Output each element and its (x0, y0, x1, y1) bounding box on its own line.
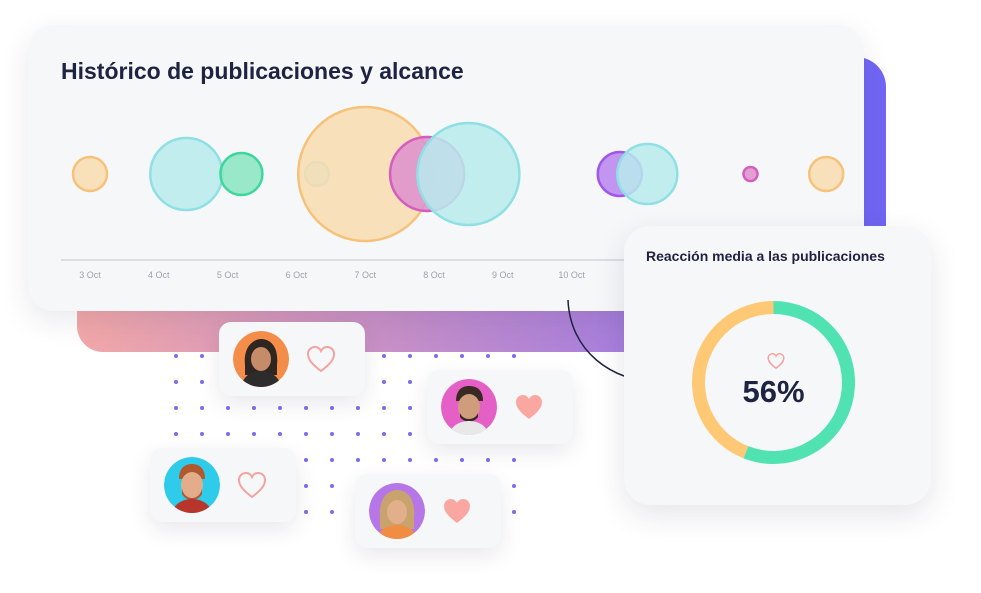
grid-dot (200, 380, 204, 384)
person-card-3 (150, 448, 296, 522)
grid-dot (330, 458, 334, 462)
person-card-1 (219, 322, 365, 396)
grid-dot (512, 484, 516, 488)
average-reaction-card: Reacción media a las publicaciones 56% (624, 226, 931, 505)
grid-dot (174, 406, 178, 410)
x-tick-label: 8 Oct (423, 270, 445, 280)
grid-dot (408, 354, 412, 358)
person-card-4 (355, 474, 501, 548)
bubble-3[interactable] (219, 151, 264, 197)
grid-dot (382, 458, 386, 462)
x-tick-label: 9 Oct (492, 270, 514, 280)
grid-dot (252, 432, 256, 436)
donut-slice-1 (743, 301, 855, 464)
grid-dot (304, 406, 308, 410)
grid-dot (486, 354, 490, 358)
grid-dot (252, 406, 256, 410)
x-tick-label: 7 Oct (354, 270, 376, 280)
chart-title: Histórico de publicaciones y alcance (61, 58, 464, 84)
heart-filled-icon[interactable] (441, 496, 473, 526)
donut-slice-2 (692, 301, 774, 459)
grid-dot (200, 406, 204, 410)
grid-dot (330, 406, 334, 410)
heart-outline-icon[interactable] (236, 470, 268, 500)
grid-dot (512, 510, 516, 514)
bubble-10[interactable] (742, 165, 759, 183)
grid-dot (304, 432, 308, 436)
grid-dot (200, 432, 204, 436)
donut-chart (692, 301, 855, 464)
grid-dot (356, 406, 360, 410)
grid-dot (460, 354, 464, 358)
grid-dot (408, 380, 412, 384)
grid-dot (382, 432, 386, 436)
heart-filled-icon[interactable] (513, 392, 545, 422)
grid-dot (486, 458, 490, 462)
bubble-7[interactable] (416, 121, 521, 227)
grid-dot (330, 484, 334, 488)
grid-dot (408, 458, 412, 462)
grid-dot (226, 406, 230, 410)
grid-dot (512, 354, 516, 358)
grid-dot (408, 432, 412, 436)
grid-dot (304, 458, 308, 462)
grid-dot (434, 458, 438, 462)
grid-dot (278, 432, 282, 436)
x-tick-label: 3 Oct (79, 270, 101, 280)
avatar (441, 379, 497, 435)
heart-outline-icon[interactable] (305, 344, 337, 374)
avatar (233, 331, 289, 387)
grid-dot (330, 510, 334, 514)
bubble-1[interactable] (71, 155, 109, 193)
bubble-2[interactable] (149, 136, 224, 212)
heart-outline-icon (767, 353, 785, 370)
grid-dot (512, 458, 516, 462)
grid-dot (304, 484, 308, 488)
grid-dot (356, 458, 360, 462)
grid-dot (174, 432, 178, 436)
bubble-11[interactable] (807, 155, 845, 193)
person-card-2 (427, 370, 573, 444)
grid-dot (408, 406, 412, 410)
grid-dot (174, 380, 178, 384)
x-tick-label: 6 Oct (286, 270, 308, 280)
grid-dot (382, 354, 386, 358)
grid-dot (200, 354, 204, 358)
grid-dot (460, 458, 464, 462)
avatar (164, 457, 220, 513)
x-tick-label: 4 Oct (148, 270, 170, 280)
reaction-percentage: 56% (742, 374, 805, 409)
grid-dot (304, 510, 308, 514)
x-tick-label: 10 Oct (558, 270, 585, 280)
bubble-chart: 3 Oct 4 Oct 5 Oct 6 Oct 7 Oct 8 Oct 9 Oct 10 Oc… (61, 105, 864, 280)
avatar (369, 483, 425, 539)
x-tick-label: 5 Oct (217, 270, 239, 280)
grid-dot (330, 432, 334, 436)
grid-dot (226, 432, 230, 436)
reaction-title: Reacción media a las publicaciones (646, 248, 885, 264)
grid-dot (434, 354, 438, 358)
grid-dot (356, 432, 360, 436)
bubble-9[interactable] (616, 142, 679, 206)
grid-dot (382, 380, 386, 384)
grid-dot (382, 406, 386, 410)
grid-dot (174, 354, 178, 358)
grid-dot (278, 406, 282, 410)
